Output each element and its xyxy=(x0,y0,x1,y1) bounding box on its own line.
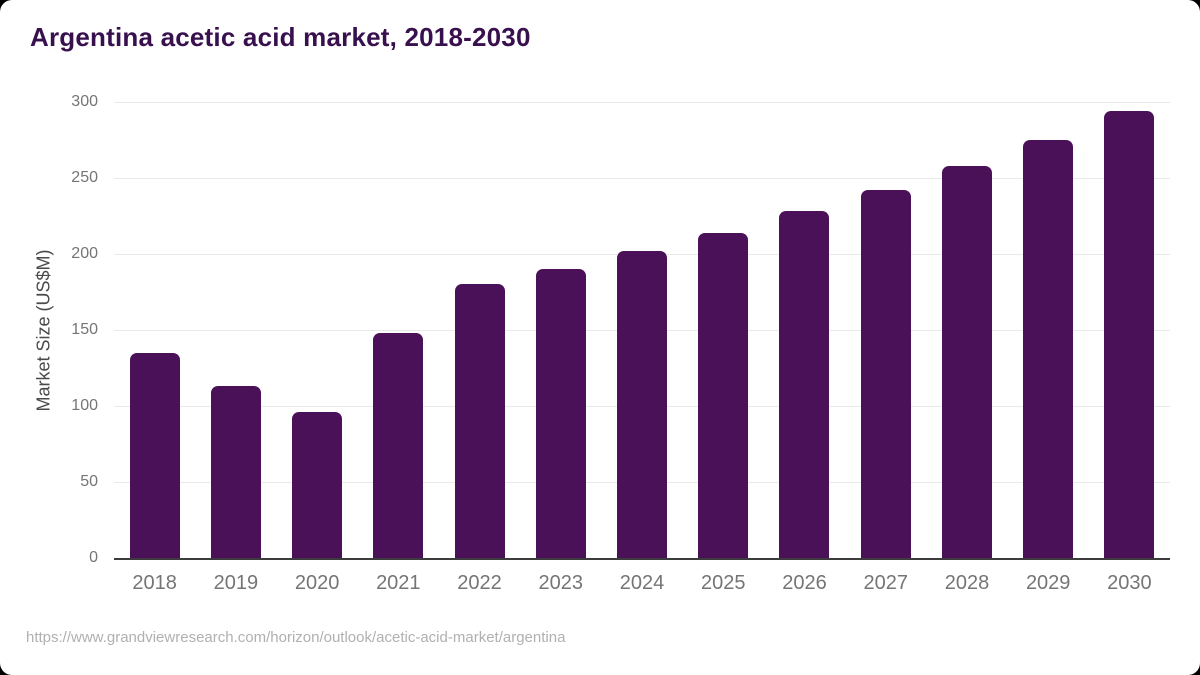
bar-slot-2030 xyxy=(1089,102,1170,558)
x-tick-2024: 2024 xyxy=(619,572,665,594)
x-tick-2028: 2028 xyxy=(944,572,990,594)
x-tick-2030: 2030 xyxy=(1107,572,1152,594)
bar-2026 xyxy=(779,211,830,558)
bar-2024 xyxy=(617,250,668,558)
bar-slot-2024 xyxy=(601,102,682,558)
bar-2018 xyxy=(129,352,180,558)
y-tick-250: 250 xyxy=(71,169,98,186)
bar-2025 xyxy=(698,232,749,558)
x-tick-2018: 2018 xyxy=(132,572,177,594)
bar-slot-2020 xyxy=(276,102,357,558)
gridline-250 xyxy=(114,178,1170,179)
x-tick-2026: 2026 xyxy=(782,572,827,594)
bar-slot-2019 xyxy=(195,102,276,558)
y-tick-100: 100 xyxy=(71,397,98,414)
plot-area xyxy=(114,102,1170,560)
bar-slot-2029 xyxy=(1008,102,1089,558)
bar-2029 xyxy=(1023,140,1074,558)
x-tick-2019: 2019 xyxy=(213,572,259,594)
source-url: https://www.grandviewresearch.com/horizo… xyxy=(26,629,566,646)
bar-2019 xyxy=(210,386,261,558)
x-tick-2020: 2020 xyxy=(294,572,340,594)
bar-2022 xyxy=(454,284,505,558)
x-tick-2025: 2025 xyxy=(701,572,746,594)
y-axis-ticks: 0 50 100 150 200 250 300 xyxy=(0,93,98,566)
x-tick-2029: 2029 xyxy=(1025,572,1071,594)
bars xyxy=(114,102,1170,558)
x-tick-2023: 2023 xyxy=(538,572,584,594)
bar-slot-2022 xyxy=(439,102,520,558)
bar-slot-2025 xyxy=(683,102,764,558)
bar-slot-2028 xyxy=(926,102,1007,558)
bar-slot-2023 xyxy=(520,102,601,558)
chart-title: Argentina acetic acid market, 2018-2030 xyxy=(30,22,531,52)
x-tick-2022: 2022 xyxy=(457,572,502,594)
y-tick-200: 200 xyxy=(71,245,98,262)
y-tick-300: 300 xyxy=(71,93,98,110)
x-tick-2027: 2027 xyxy=(863,572,908,594)
y-tick-0: 0 xyxy=(89,549,98,566)
bar-2027 xyxy=(860,190,911,558)
bar-slot-2021 xyxy=(358,102,439,558)
x-axis-ticks: 2018 2019 2020 2021 2022 2023 2024 2025 2026 2027… xyxy=(114,570,1170,596)
gridline-300 xyxy=(114,102,1170,103)
bar-2030 xyxy=(1104,111,1155,558)
y-tick-150: 150 xyxy=(71,321,98,338)
bar-2023 xyxy=(535,269,586,558)
bar-2020 xyxy=(292,412,343,558)
x-tick-2021: 2021 xyxy=(376,572,421,594)
bar-slot-2018 xyxy=(114,102,195,558)
bar-slot-2027 xyxy=(845,102,926,558)
bar-2028 xyxy=(941,165,992,558)
y-tick-50: 50 xyxy=(80,473,98,490)
bar-slot-2026 xyxy=(764,102,845,558)
bar-2021 xyxy=(373,333,424,558)
